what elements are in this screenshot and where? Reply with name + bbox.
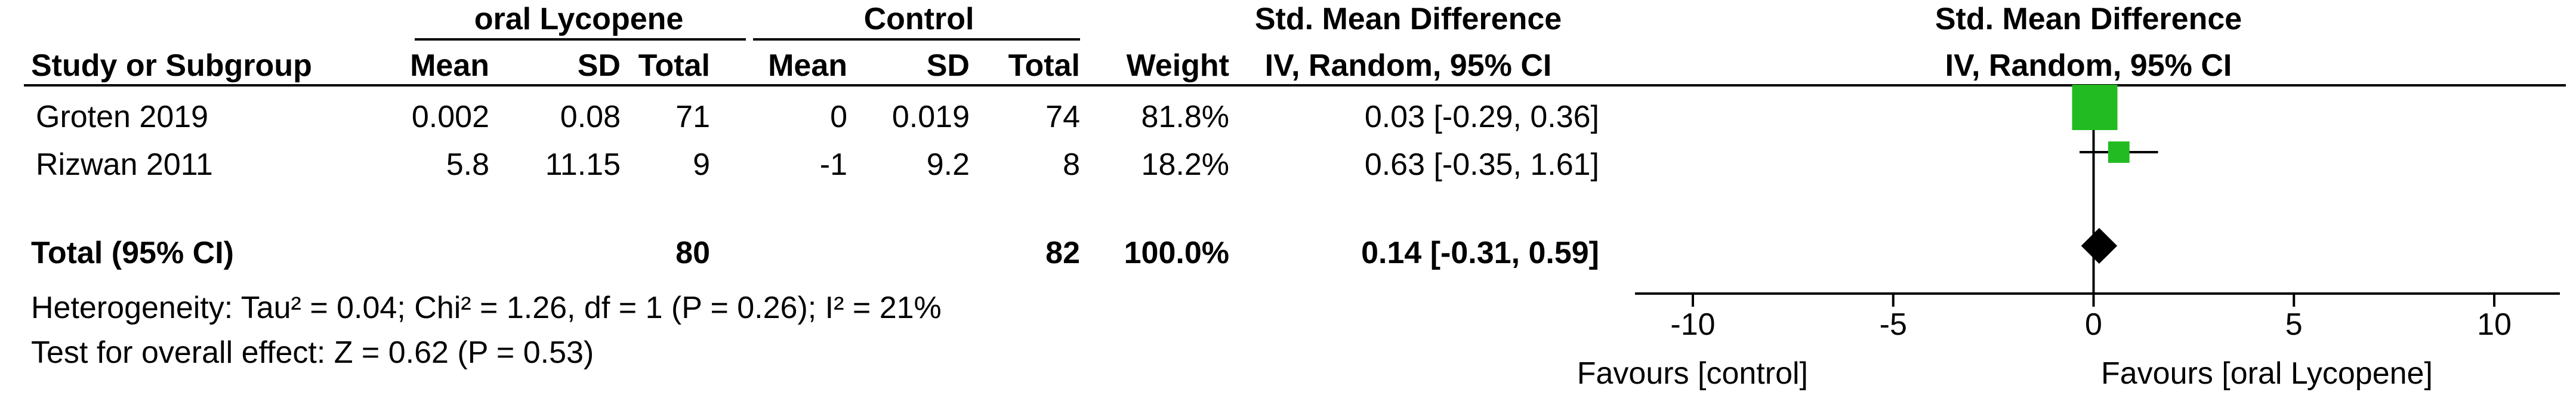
- study-marker: [2108, 141, 2130, 163]
- study-name: Groten 2019: [36, 100, 209, 134]
- x-tick-label: -5: [1879, 307, 1907, 342]
- ci-cell: 0.63 [-0.35, 1.61]: [1364, 147, 1599, 182]
- sd2-column-header: SD: [926, 48, 970, 83]
- sd2-cell: 9.2: [926, 147, 970, 182]
- method-column-header: IV, Random, 95% CI: [1264, 48, 1552, 83]
- group2-header: Control: [863, 2, 974, 36]
- total2-cell: 74: [1045, 100, 1080, 134]
- mean2-cell: -1: [819, 147, 847, 182]
- total1-sum: 80: [675, 236, 710, 270]
- mean2-cell: 0: [830, 100, 847, 134]
- study-marker: [2072, 85, 2118, 130]
- weight-column-header: Weight: [1126, 48, 1229, 83]
- group2-underline: [753, 38, 1080, 41]
- overall-effect-text: Test for overall effect: Z = 0.62 (P = 0…: [31, 335, 594, 370]
- x-label-right: Favours [oral Lycopene]: [2101, 356, 2433, 391]
- pooled-diamond: [2081, 228, 2118, 264]
- x-tick-label: 5: [2285, 307, 2303, 342]
- x-tick-label: 0: [2085, 307, 2102, 342]
- total1-column-header: Total: [638, 48, 710, 83]
- x-tick-label: 10: [2477, 307, 2512, 342]
- study-name: Rizwan 2011: [36, 147, 213, 182]
- mean1-cell: 5.8: [446, 147, 489, 182]
- plot-header: Std. Mean Difference: [1935, 2, 2242, 36]
- smd-header: Std. Mean Difference: [1254, 2, 1562, 36]
- mean1-cell: 0.002: [411, 100, 489, 134]
- group1-underline: [415, 38, 746, 41]
- total2-cell: 8: [1063, 147, 1080, 182]
- weight-cell: 81.8%: [1141, 100, 1229, 134]
- study-column-header: Study or Subgroup: [31, 48, 312, 83]
- heterogeneity-text: Heterogeneity: Tau² = 0.04; Chi² = 1.26,…: [31, 291, 942, 325]
- total1-cell: 71: [675, 100, 710, 134]
- sd1-column-header: SD: [577, 48, 621, 83]
- mean2-column-header: Mean: [768, 48, 847, 83]
- plot-method-header: IV, Random, 95% CI: [1945, 48, 2232, 83]
- total1-cell: 9: [693, 147, 710, 182]
- total2-column-header: Total: [1008, 48, 1080, 83]
- ci-cell: 0.03 [-0.29, 0.36]: [1364, 100, 1599, 134]
- total-ci: 0.14 [-0.31, 0.59]: [1361, 236, 1599, 270]
- x-tick-label: -10: [1670, 307, 1716, 342]
- total-label: Total (95% CI): [31, 236, 234, 270]
- sd1-cell: 0.08: [560, 100, 621, 134]
- total2-sum: 82: [1045, 236, 1080, 270]
- sd2-cell: 0.019: [891, 100, 970, 134]
- mean1-column-header: Mean: [410, 48, 489, 83]
- weight-cell: 18.2%: [1141, 147, 1229, 182]
- group1-header: oral Lycopene: [474, 2, 684, 36]
- total-weight: 100.0%: [1124, 236, 1229, 270]
- sd1-cell: 11.15: [545, 147, 621, 182]
- header-underline: [24, 84, 2566, 87]
